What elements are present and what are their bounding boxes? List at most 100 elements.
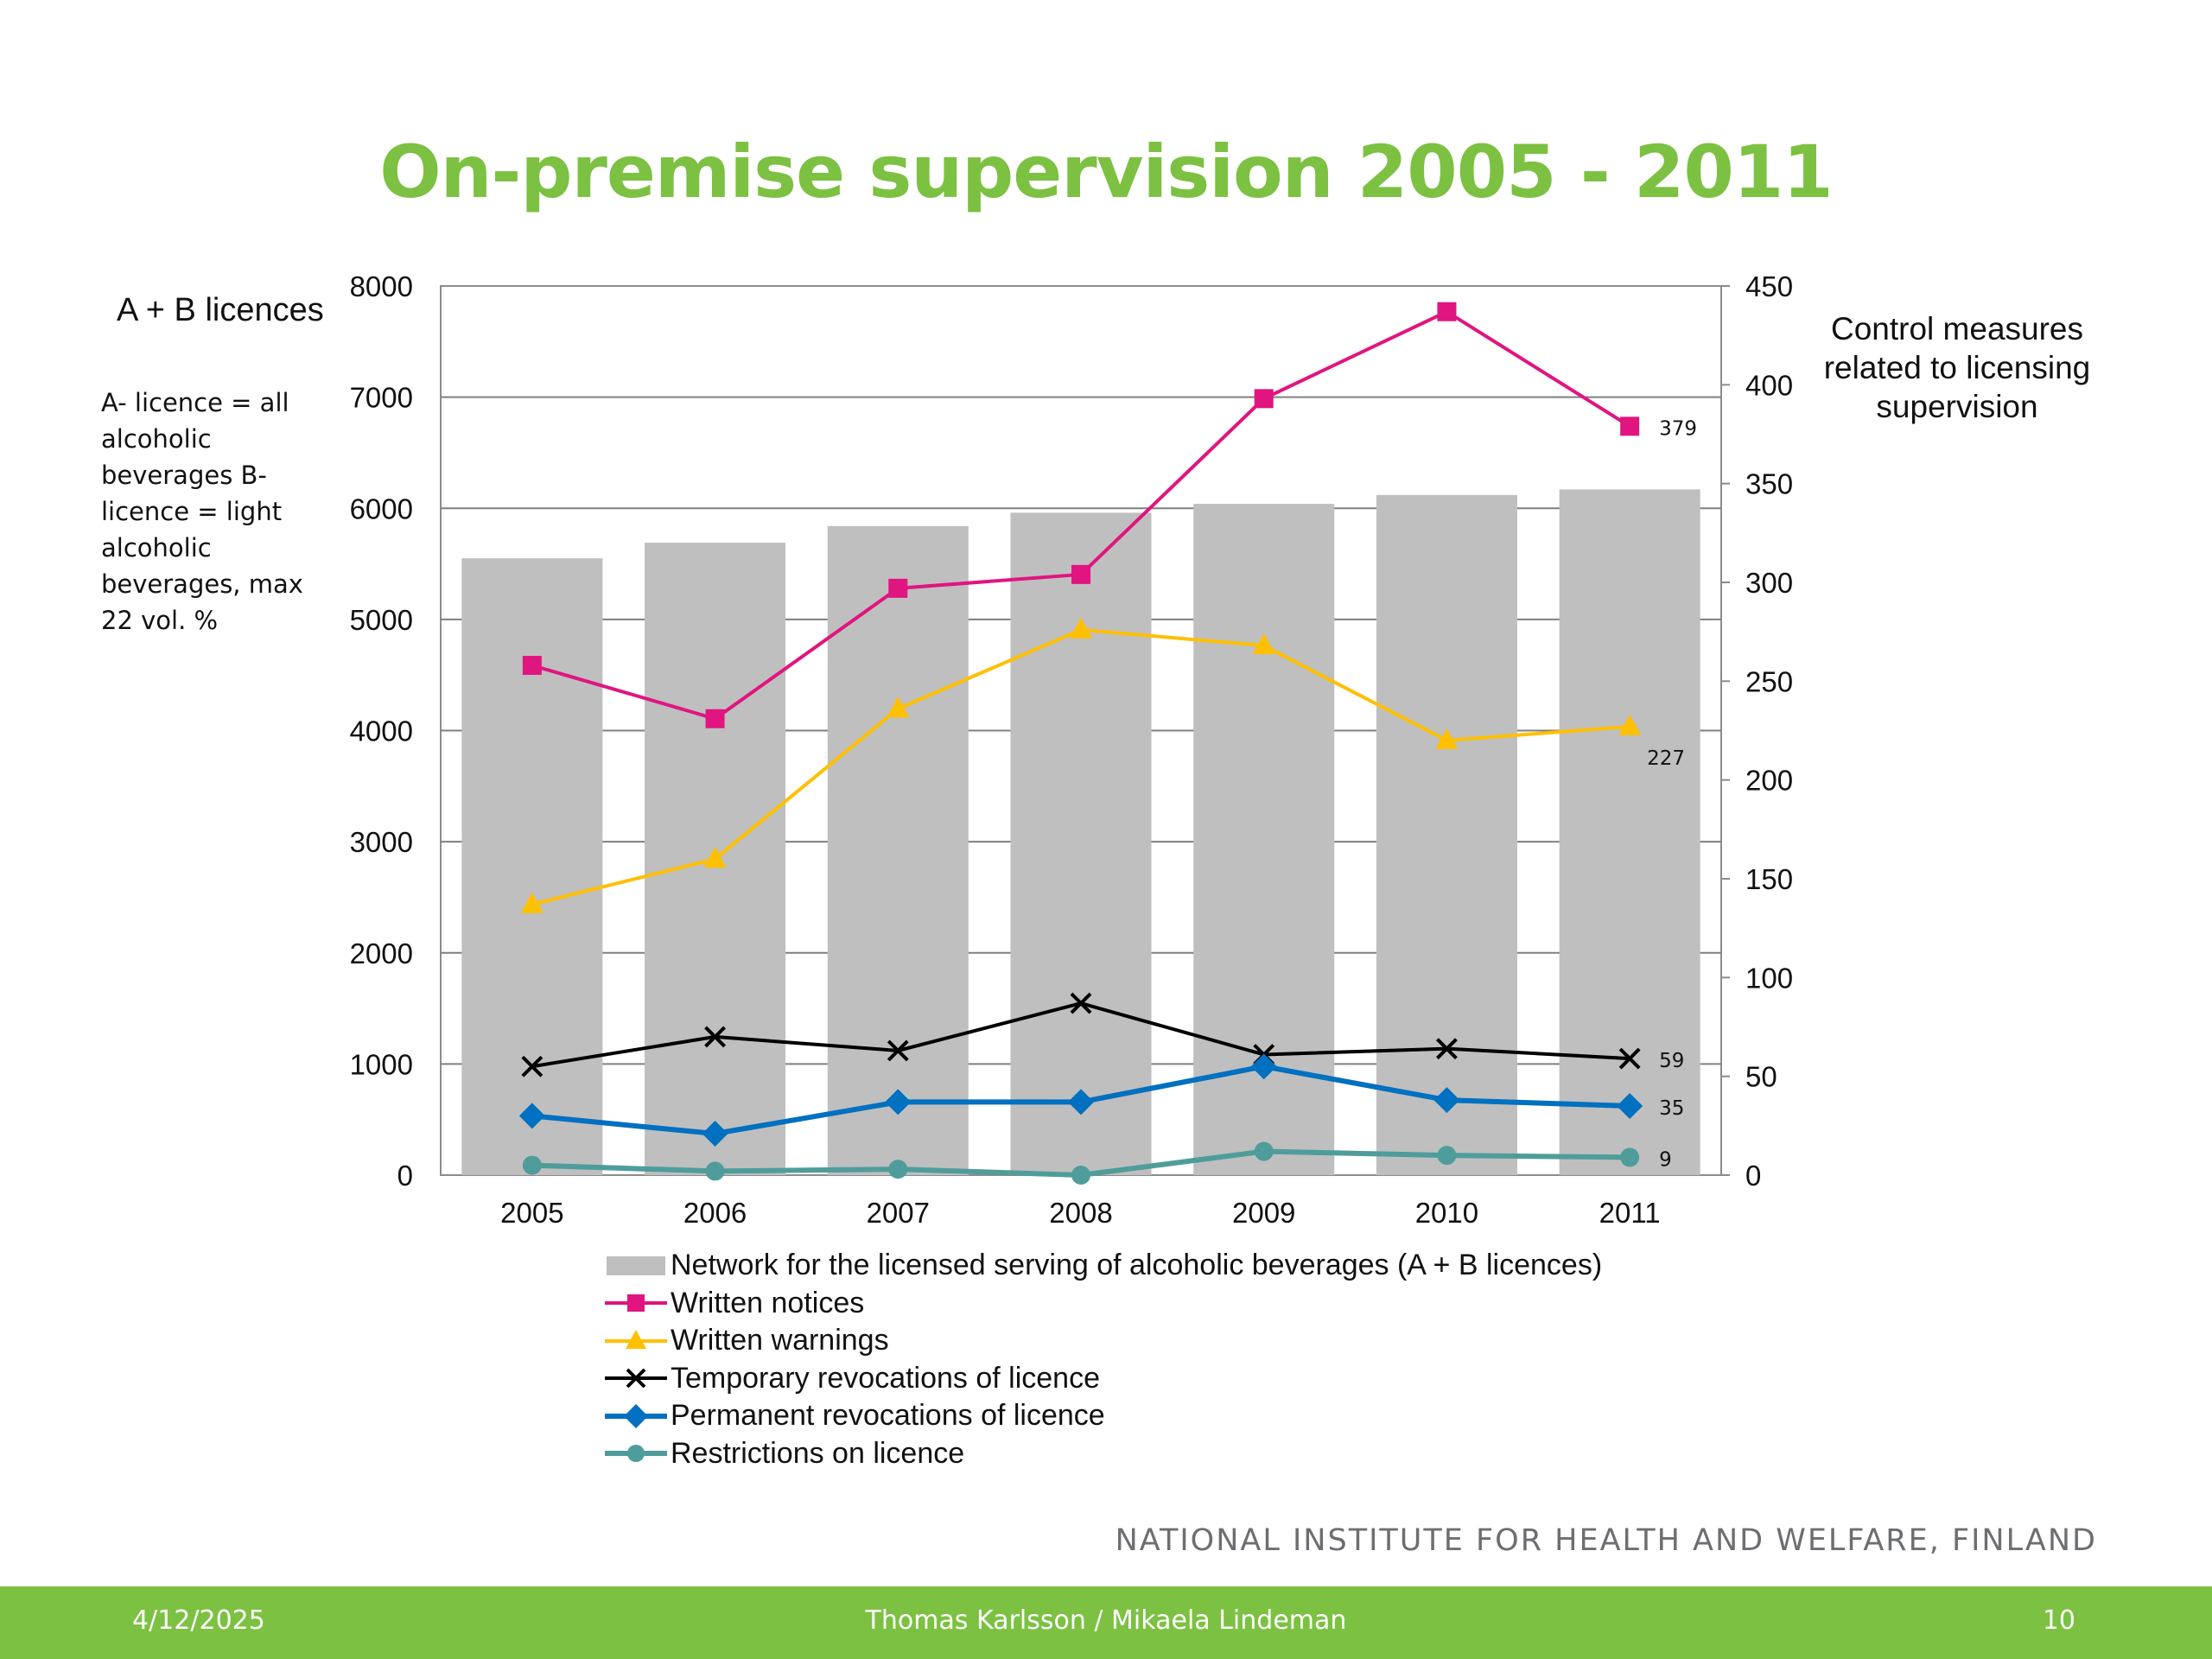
point-x-2010	[1436, 1038, 1458, 1060]
legend-swatch	[605, 1445, 667, 1463]
right-tick-label: 250	[1745, 665, 1793, 697]
point-square-2005	[522, 656, 542, 676]
legend-label: Temporary revocations of licence	[671, 1361, 1101, 1395]
left-tick-label: 3000	[350, 826, 413, 858]
point-triangle-2005	[520, 892, 543, 913]
right-tick-label: 100	[1745, 962, 1793, 994]
data-label: 227	[1647, 747, 1685, 770]
legend-item: Permanent revocations of licence	[605, 1397, 1602, 1435]
legend-item: Written warnings	[605, 1322, 1602, 1360]
point-diamond-2008	[1068, 1089, 1094, 1116]
legend-marker	[627, 1294, 645, 1313]
point-square-2011	[1620, 416, 1640, 436]
legend-marker	[627, 1445, 645, 1463]
point-square-2009	[1254, 389, 1274, 409]
right-tick-label: 50	[1745, 1061, 1777, 1093]
left-tick-label: 4000	[350, 715, 413, 747]
legend-swatch	[607, 1255, 665, 1275]
footer-authors: Thomas Karlsson / Mikaela Lindeman	[865, 1605, 1347, 1636]
right-tick-label: 450	[1745, 270, 1793, 302]
x-tick-label: 2005	[500, 1197, 563, 1229]
left-tick-label: 1000	[350, 1048, 413, 1080]
point-square-2010	[1437, 302, 1457, 321]
legend-label: Written notices	[671, 1286, 865, 1319]
point-triangle-2006	[703, 847, 727, 868]
legend-marker-stroke	[626, 1368, 646, 1389]
legend-label: Written warnings	[671, 1324, 889, 1357]
point-x-2008	[1070, 992, 1092, 1014]
legend-label: Restrictions on licence	[671, 1436, 965, 1470]
legend-swatch	[605, 1403, 667, 1428]
footer-date: 4/12/2025	[132, 1605, 265, 1636]
point-square-2006	[705, 709, 725, 728]
legend-marker	[626, 1329, 646, 1349]
point-diamond-2006	[702, 1120, 728, 1147]
right-tick-label: 300	[1745, 567, 1793, 599]
point-x-2006-stroke	[704, 1026, 726, 1048]
x-tick-label: 2008	[1049, 1197, 1112, 1229]
legend-swatch	[605, 1329, 667, 1349]
point-circle-2011	[1620, 1147, 1640, 1167]
point-triangle-2010	[1435, 728, 1459, 749]
point-circle-2006	[705, 1161, 725, 1181]
point-square-2007	[888, 578, 908, 598]
point-x-2010-stroke	[1436, 1038, 1458, 1060]
legend-item: Restrictions on licence	[605, 1435, 1602, 1473]
point-diamond-2009	[1250, 1053, 1277, 1080]
legend-item: Temporary revocations of licence	[605, 1360, 1602, 1398]
left-tick-label: 5000	[350, 604, 413, 636]
slide-title: On-premise supervision 2005 - 2011	[379, 130, 1833, 214]
point-circle-2010	[1437, 1146, 1457, 1166]
right-tick-label: 0	[1745, 1160, 1761, 1192]
point-diamond-2005	[518, 1103, 545, 1129]
point-x-2007	[887, 1039, 909, 1062]
left-tick-label: 6000	[350, 493, 413, 524]
x-tick-label: 2009	[1232, 1197, 1295, 1229]
point-x-2005	[521, 1055, 543, 1077]
point-triangle-2009	[1252, 633, 1275, 655]
left-tick-label: 0	[397, 1160, 413, 1192]
point-triangle-2007	[887, 696, 910, 718]
point-x-2007-stroke	[887, 1039, 909, 1062]
left-tick-label: 8000	[350, 270, 413, 302]
bar-2010	[1376, 494, 1517, 1175]
point-triangle-2011	[1618, 714, 1642, 735]
legend-marker	[624, 1403, 648, 1428]
data-label: 379	[1659, 417, 1697, 440]
right-tick-label: 400	[1745, 369, 1793, 401]
licence-definition-note: A- licence = all alcoholic beverages B- …	[101, 388, 303, 635]
legend-swatch	[605, 1294, 667, 1313]
legend-label: Network for the licensed serving of alco…	[671, 1249, 1603, 1282]
point-circle-2005	[522, 1155, 542, 1175]
legend-label: Permanent revocations of licence	[671, 1399, 1105, 1433]
footer-bar: 4/12/2025 Thomas Karlsson / Mikaela Lind…	[0, 1586, 2212, 1659]
point-diamond-2010	[1433, 1087, 1460, 1114]
legend-swatch	[605, 1368, 667, 1389]
legend-item: Written notices	[605, 1285, 1602, 1323]
left-axis-title: A + B licences	[117, 292, 324, 328]
chart-legend: Network for the licensed serving of alco…	[605, 1247, 1602, 1472]
bar-2008	[1010, 512, 1152, 1175]
right-axis-title: Control measures related to licensing su…	[1823, 311, 2091, 424]
point-circle-2007	[888, 1160, 908, 1179]
point-diamond-2007	[885, 1089, 912, 1116]
point-x-2011-stroke	[1618, 1047, 1641, 1070]
bar-2007	[827, 525, 969, 1175]
point-square-2008	[1071, 564, 1090, 584]
x-tick-label: 2006	[683, 1197, 747, 1229]
right-tick-label: 200	[1745, 765, 1793, 797]
right-tick-label: 150	[1745, 863, 1793, 895]
point-x-2005-stroke	[521, 1055, 543, 1077]
x-tick-label: 2011	[1599, 1197, 1661, 1229]
left-tick-label: 7000	[350, 382, 413, 414]
point-x-2011	[1618, 1047, 1641, 1070]
point-circle-2008	[1071, 1166, 1090, 1185]
point-x-2008-stroke	[1070, 992, 1092, 1014]
left-tick-label: 2000	[350, 938, 413, 969]
legend-marker	[626, 1368, 646, 1389]
point-x-2006	[704, 1026, 726, 1048]
right-tick-label: 350	[1745, 468, 1793, 500]
legend-bar-swatch	[607, 1255, 665, 1275]
point-circle-2009	[1254, 1141, 1274, 1161]
